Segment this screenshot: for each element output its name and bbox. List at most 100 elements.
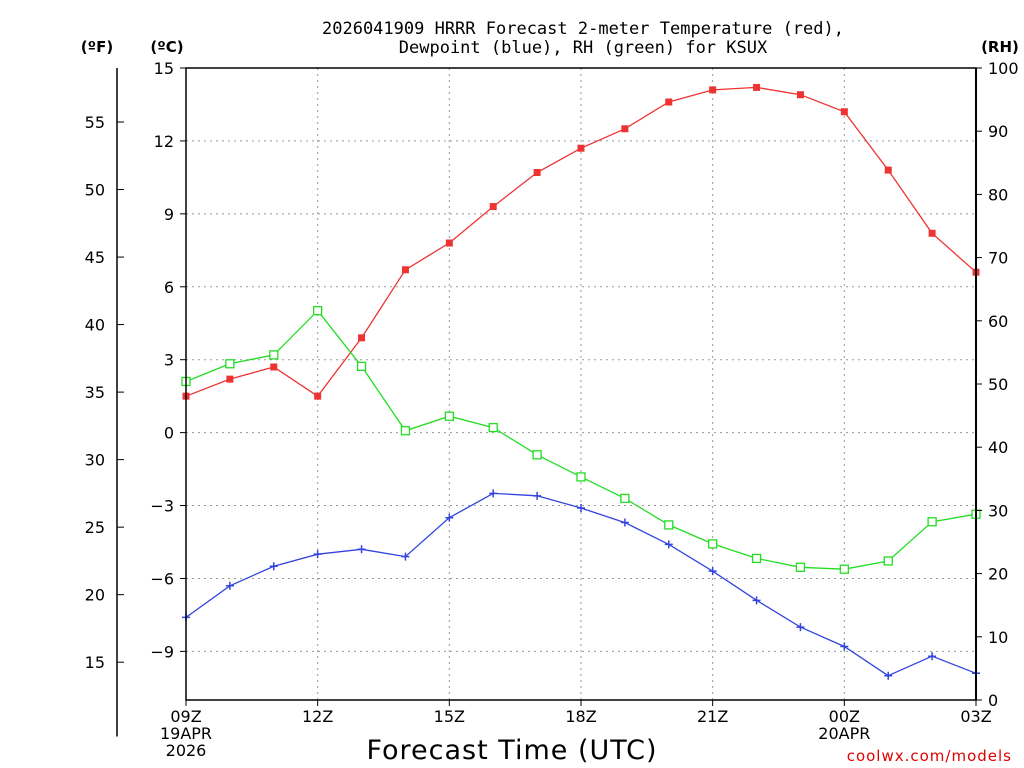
dewpoint-point: [401, 552, 410, 561]
grid: [186, 67, 976, 700]
rh-tick-label: 50: [988, 375, 1008, 394]
rh-tick-label: 0: [988, 691, 998, 710]
x-tick-label: 19APR: [160, 724, 212, 743]
rh-tick-label: 10: [988, 628, 1008, 647]
rh-point: [708, 539, 718, 549]
temperature-point: [314, 392, 322, 400]
fahrenheit-tick-label: 35: [85, 383, 105, 402]
rh-point: [532, 450, 542, 460]
dewpoint-point: [708, 567, 717, 576]
temperature-point: [358, 334, 366, 342]
x-tick-label: 21Z: [697, 707, 728, 726]
fahrenheit-tick-label: 15: [85, 653, 105, 672]
x-tick-label: 20APR: [818, 724, 870, 743]
fahrenheit-tick-label: 30: [85, 451, 105, 470]
celsius-tick-label: 3: [164, 351, 174, 370]
rh-point: [269, 350, 279, 360]
temperature-point: [533, 169, 541, 177]
dewpoint-point: [620, 518, 629, 527]
fahrenheit-tick-label: 20: [85, 586, 105, 605]
temperature-point: [270, 363, 278, 371]
temperature-point: [709, 86, 717, 94]
dewpoint-point: [269, 562, 278, 571]
dewpoint-point: [445, 513, 454, 522]
rh-point: [356, 361, 367, 371]
x-tick-label: 12Z: [302, 707, 333, 726]
celsius-tick-label: −9: [150, 642, 174, 661]
rh-point: [620, 493, 630, 504]
dewpoint-point: [533, 491, 542, 500]
temperature-point: [840, 108, 848, 116]
dewpoint-point: [840, 642, 849, 651]
dewpoint-point: [313, 550, 322, 559]
unit-rh-label: (RH): [981, 38, 1019, 56]
x-tick-label: 15Z: [434, 707, 465, 726]
rh-point: [444, 411, 454, 421]
dewpoint-point: [884, 671, 893, 680]
chart-title-line1: 2026041909 HRRR Forecast 2-meter Tempera…: [322, 19, 844, 39]
dewpoint-point: [928, 652, 937, 661]
fahrenheit-tick-label: 50: [85, 181, 105, 200]
rh-point: [795, 562, 806, 572]
x-tick-label: 09Z: [170, 707, 201, 726]
temperature-point: [226, 375, 234, 383]
series-layer: [181, 83, 981, 680]
temperature-point: [577, 144, 585, 152]
temperature-point: [928, 229, 936, 237]
x-axis-label: Forecast Time (UTC): [366, 735, 657, 766]
unit-fahrenheit-label: (ºF): [81, 38, 113, 56]
fahrenheit-tick-label: 45: [85, 248, 105, 267]
temperature-point: [796, 91, 804, 99]
rh-tick-label: 20: [988, 565, 1008, 584]
rh-point: [664, 520, 674, 530]
celsius-tick-label: −3: [150, 497, 174, 516]
rh-point: [927, 517, 937, 527]
rh-point: [400, 426, 411, 436]
fahrenheit-tick-label: 40: [85, 316, 105, 335]
dewpoint-point: [577, 503, 585, 512]
temperature-point: [489, 203, 497, 211]
celsius-tick-label: 0: [164, 424, 174, 443]
temperature-point: [753, 83, 761, 91]
x-tick-label: 03Z: [960, 707, 991, 726]
dewpoint-point: [664, 540, 673, 549]
celsius-tick-label: 12: [154, 132, 174, 151]
temperature-point: [445, 239, 453, 247]
dewpoint-point: [489, 489, 498, 498]
dewpoint-point: [796, 623, 805, 632]
temperature-point: [621, 125, 629, 133]
rh-point: [313, 306, 323, 316]
x-tick-label: 00Z: [829, 707, 860, 726]
rh-tick-label: 60: [988, 312, 1008, 331]
temperature-point: [401, 266, 409, 274]
rh-tick-label: 30: [988, 501, 1008, 520]
rh-point: [883, 556, 893, 566]
x-tick-label: 18Z: [565, 707, 596, 726]
x-tick-label: 2026: [166, 741, 207, 760]
rh-tick-label: 70: [988, 249, 1008, 268]
dewpoint-point: [225, 581, 234, 590]
fahrenheit-tick-label: 55: [85, 113, 105, 132]
rh-tick-label: 40: [988, 438, 1008, 457]
series-line-temperature: [185, 86, 977, 398]
fahrenheit-tick-label: 25: [85, 518, 105, 537]
rh-point: [751, 553, 762, 564]
temperature-point: [884, 166, 892, 174]
rh-point: [576, 472, 586, 482]
credit-text: coolwx.com/models: [847, 747, 1012, 765]
celsius-tick-label: 9: [164, 205, 174, 224]
rh-point: [488, 422, 498, 433]
chart-title-line2: Dewpoint (blue), RH (green) for KSUX: [399, 38, 768, 58]
rh-point: [839, 564, 849, 574]
plot-frame: [185, 67, 977, 701]
rh-tick-label: 90: [988, 122, 1008, 141]
celsius-tick-label: 6: [164, 278, 174, 297]
rh-tick-label: 80: [988, 185, 1008, 204]
celsius-tick-label: 15: [154, 59, 174, 78]
celsius-tick-label: −6: [150, 569, 174, 588]
dewpoint-point: [357, 545, 366, 554]
unit-celsius-label: (ºC): [150, 38, 183, 56]
dewpoint-point: [752, 596, 761, 605]
rh-tick-label: 100: [988, 59, 1019, 78]
